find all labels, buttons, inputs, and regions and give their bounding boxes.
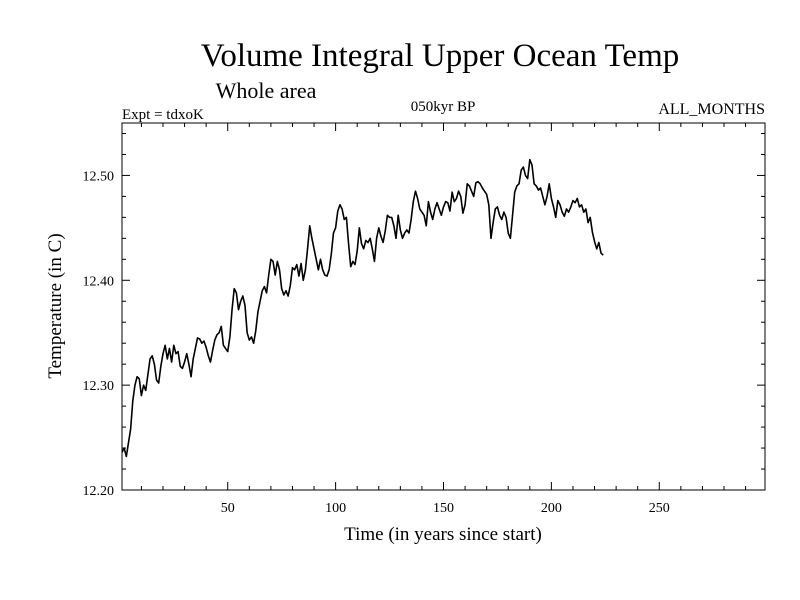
x-axis-label: Time (in years since start) bbox=[344, 524, 542, 545]
chart-subtitle: Whole area bbox=[216, 78, 317, 103]
experiment-label: Expt = tdxoK bbox=[122, 107, 204, 123]
data-points bbox=[121, 159, 603, 457]
x-tick-label: 250 bbox=[649, 501, 670, 516]
period-label: 050kyr BP bbox=[411, 99, 476, 115]
y-tick-label: 12.50 bbox=[83, 169, 115, 184]
x-tick-label: 150 bbox=[433, 501, 454, 516]
y-axis-label: Temperature (in C) bbox=[45, 233, 66, 378]
y-tick-label: 12.20 bbox=[83, 484, 115, 499]
x-tick-label: 200 bbox=[541, 501, 562, 516]
chart-title: Volume Integral Upper Ocean Temp bbox=[201, 38, 679, 74]
y-tick-label: 12.30 bbox=[83, 379, 115, 394]
temperature-series-line bbox=[121, 158, 604, 458]
x-tick-label: 100 bbox=[325, 501, 346, 516]
axis-tick-labels: 50 100 150 200 250 12.20 12.30 12.40 12.50 bbox=[83, 169, 670, 516]
plot-frame bbox=[121, 122, 766, 491]
axis-ticks bbox=[122, 123, 765, 490]
months-label: ALL_MONTHS bbox=[658, 101, 765, 118]
y-tick-label: 12.40 bbox=[83, 274, 115, 289]
x-tick-label: 50 bbox=[221, 501, 235, 516]
